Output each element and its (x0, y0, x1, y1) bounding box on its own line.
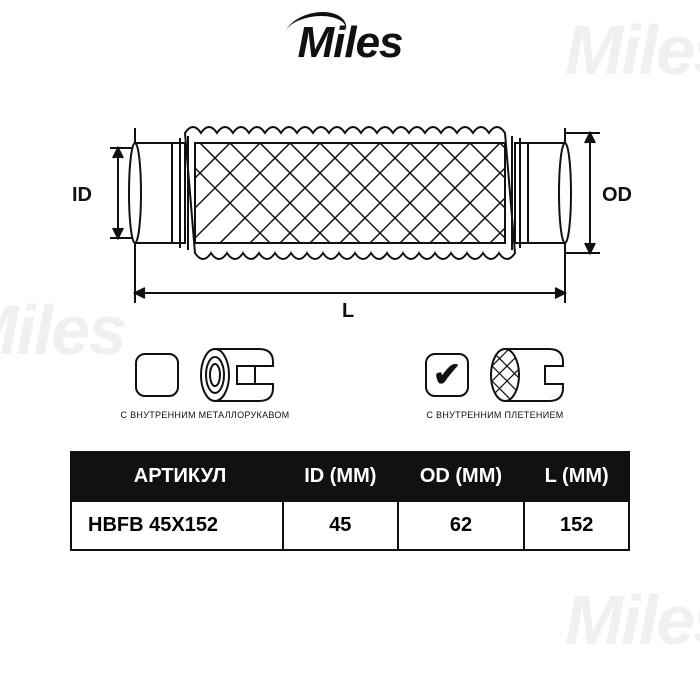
cell-article: HBFB 45X152 (71, 501, 283, 550)
option-label-braid: С ВНУТРЕННИМ ПЛЕТЕНИЕМ (426, 410, 563, 421)
col-od: OD (мм) (398, 452, 525, 501)
flex-pipe-svg (70, 88, 630, 328)
cell-l: 152 (524, 501, 629, 550)
col-id: ID (мм) (283, 452, 398, 501)
corrugated-icon (197, 346, 275, 404)
cell-od: 62 (398, 501, 525, 550)
checkbox-inner-sleeve[interactable] (135, 353, 179, 397)
cell-id: 45 (283, 501, 398, 550)
table-header-row: АРТИКУЛ ID (мм) OD (мм) L (мм) (71, 452, 629, 501)
option-inner-braid: ✔ (395, 346, 595, 421)
options-row: С ВНУТРЕННИМ МЕТАЛЛОРУКАВОМ ✔ (0, 346, 700, 421)
brand-logo: Miles (297, 18, 402, 68)
watermark: Miles (565, 580, 700, 660)
label-od: OD (602, 184, 632, 207)
technical-diagram: ID OD L (70, 88, 630, 328)
label-length: L (342, 300, 354, 323)
col-l: L (мм) (524, 452, 629, 501)
table-row: HBFB 45X152 45 62 152 (71, 501, 629, 550)
option-label-sleeve: С ВНУТРЕННИМ МЕТАЛЛОРУКАВОМ (121, 410, 290, 421)
braided-icon (487, 346, 565, 404)
col-article: АРТИКУЛ (71, 452, 283, 501)
checkbox-inner-braid[interactable]: ✔ (425, 353, 469, 397)
label-id: ID (72, 184, 92, 207)
checkmark-icon: ✔ (433, 358, 462, 392)
logo-area: Miles (0, 0, 700, 68)
spec-table: АРТИКУЛ ID (мм) OD (мм) L (мм) HBFB 45X1… (70, 451, 630, 551)
option-inner-sleeve: С ВНУТРЕННИМ МЕТАЛЛОРУКАВОМ (105, 346, 305, 421)
